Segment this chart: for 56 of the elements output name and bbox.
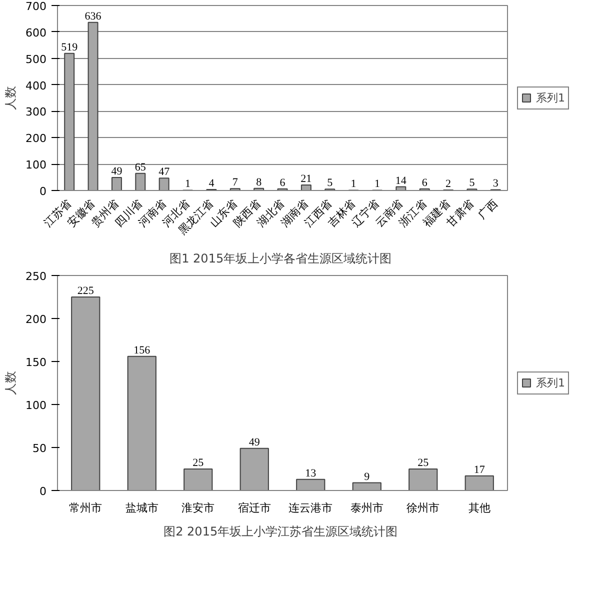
text: 图2 2015年坂上小学江苏省生源区域统计图 [164, 524, 398, 538]
data-label: 13 [305, 467, 317, 480]
data-label: 8 [256, 176, 262, 188]
data-label: 21 [300, 172, 312, 185]
y-tick-label: 400 [26, 79, 47, 92]
y-axis-title: 人数 [4, 86, 18, 110]
y-axis-title: 人数 [4, 371, 18, 395]
x-tick-label: 常州市 [69, 502, 102, 514]
data-label: 17 [474, 464, 486, 476]
y-tick-label: 50 [32, 442, 47, 455]
data-label: 7 [232, 176, 238, 189]
y-tick-label: 200 [26, 313, 47, 326]
y-tick-label: 150 [26, 356, 47, 369]
legend-label: 系列1 [536, 90, 565, 105]
data-label: 65 [134, 161, 146, 174]
data-label: 49 [111, 166, 123, 178]
data-label: 9 [364, 470, 370, 483]
data-label: 1 [350, 178, 356, 190]
data-label: 6 [280, 176, 286, 189]
y-tick-label: 700 [26, 0, 47, 13]
data-label: 636 [84, 10, 102, 22]
data-label: 4 [208, 177, 215, 190]
x-tick-label: 连云港市 [288, 502, 333, 514]
x-tick-label: 泰州市 [350, 502, 384, 514]
x-tick-label: 徐州市 [406, 502, 440, 514]
y-tick-label: 300 [26, 106, 47, 119]
y-tick-label: 250 [26, 270, 47, 283]
data-label: 2 [446, 178, 452, 190]
x-tick-label: 宿迁市 [238, 502, 271, 514]
data-label: 14 [395, 174, 407, 187]
x-tick-label: 盐城市 [125, 502, 158, 514]
data-label: 5 [469, 177, 476, 190]
y-tick-label: 100 [26, 158, 47, 172]
x-tick-label: 其他 [468, 502, 490, 514]
data-label: 49 [248, 436, 260, 448]
data-label: 225 [77, 285, 94, 297]
y-tick-label: 0 [40, 185, 46, 198]
y-tick-label: 0 [40, 485, 46, 498]
y-tick-label: 100 [26, 399, 47, 412]
data-label: 6 [422, 176, 428, 189]
data-label: 3 [492, 178, 499, 190]
data-label: 5 [327, 177, 334, 190]
data-label: 519 [61, 41, 78, 54]
data-label: 156 [134, 344, 151, 356]
y-tick-label: 600 [26, 26, 47, 40]
legend-label: 系列1 [536, 375, 565, 390]
data-label: 25 [192, 457, 204, 469]
data-label: 47 [158, 166, 170, 178]
data-label: 1 [374, 178, 380, 190]
y-tick-label: 500 [26, 52, 47, 66]
x-tick-label: 淮安市 [182, 502, 215, 514]
x-tick-label: 广西 [476, 196, 500, 222]
text: 图1 2015年坂上小学各省生源区域统计图 [170, 252, 392, 266]
data-label: 25 [418, 457, 430, 469]
y-tick-label: 200 [26, 132, 47, 146]
data-label: 1 [185, 178, 191, 190]
